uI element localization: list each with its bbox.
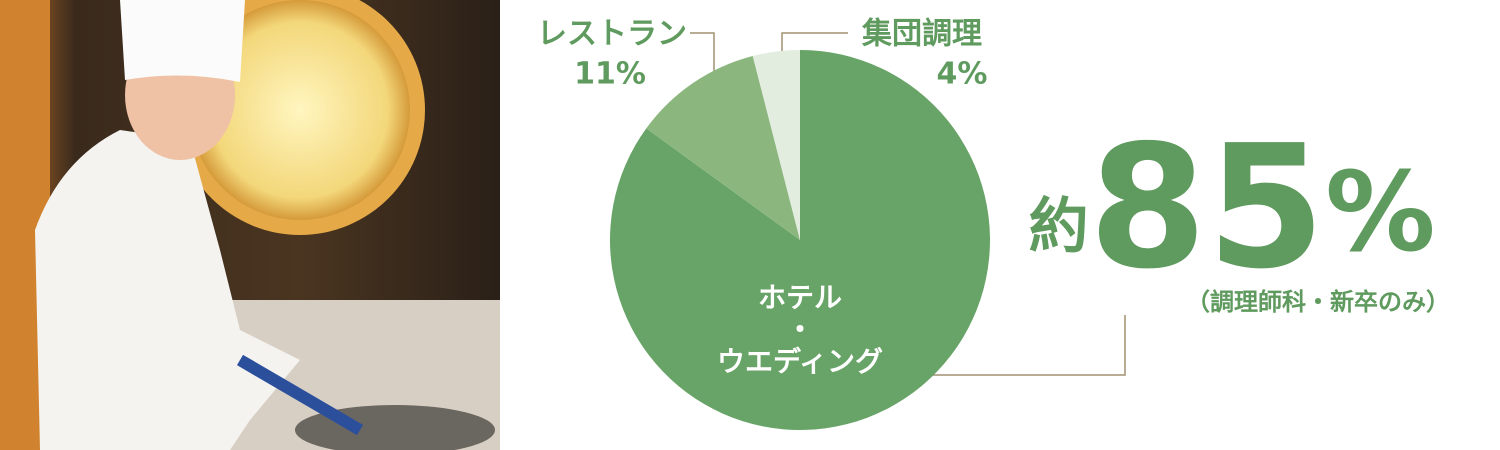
slice-value-label: 約85% [1029,109,1436,307]
slice-label: レストラン [537,17,687,52]
annotation: （調理師科・新卒のみ） [1186,288,1450,316]
slice-value-label: 4% [937,57,988,92]
slice-label: ホテル ・ ウエディング [716,281,884,378]
photo [0,0,500,450]
slice-label: 集団調理 [861,17,982,52]
slice-value-label: 11% [574,57,646,92]
pie-slice [752,50,800,240]
pie [610,50,990,430]
pie-slice [646,55,800,240]
